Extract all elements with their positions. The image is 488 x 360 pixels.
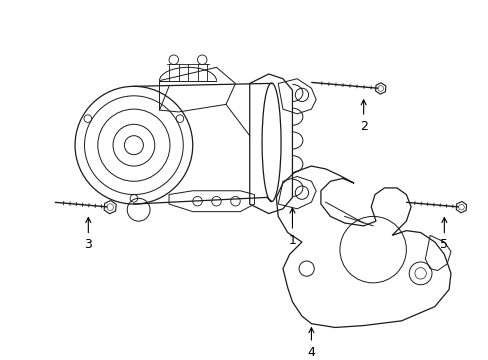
Text: 3: 3: [84, 217, 92, 251]
Text: 1: 1: [288, 208, 296, 247]
Text: 5: 5: [440, 217, 447, 251]
Text: 2: 2: [359, 100, 367, 133]
Text: 4: 4: [307, 328, 315, 359]
